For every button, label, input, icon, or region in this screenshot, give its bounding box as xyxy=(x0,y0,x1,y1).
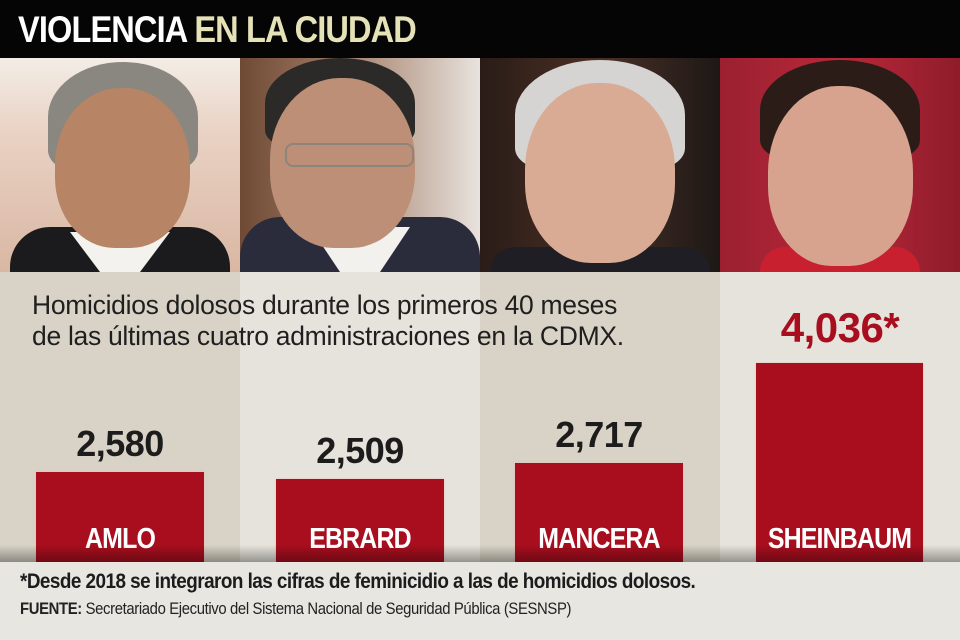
portrait-row xyxy=(0,58,960,272)
bar-mancera: MANCERA xyxy=(515,463,683,562)
bar-ebrard: EBRARD xyxy=(276,479,444,562)
chart-subtitle: Homicidios dolosos durante los primeros … xyxy=(32,290,624,352)
title-part-2: EN LA CIUDAD xyxy=(194,9,416,50)
portrait-amlo xyxy=(0,58,240,272)
glasses-icon xyxy=(285,143,414,167)
portrait-mancera xyxy=(480,58,720,272)
bar-label-ebrard: EBRARD xyxy=(309,523,411,555)
footer: *Desde 2018 se integraron las cifras de … xyxy=(0,562,960,640)
portrait-ebrard xyxy=(240,58,480,272)
portrait-sheinbaum xyxy=(720,58,960,272)
subtitle-line-1: Homicidios dolosos durante los primeros … xyxy=(32,290,618,320)
subtitle-line-2: de las últimas cuatro administraciones e… xyxy=(32,321,624,351)
title-part-1: VIOLENCIA xyxy=(18,9,187,50)
bar-label-sheinbaum: SHEINBAUM xyxy=(767,523,912,555)
footnote: *Desde 2018 se integraron las cifras de … xyxy=(20,570,696,593)
value-ebrard: 2,509 xyxy=(316,430,404,471)
source-line: FUENTE: Secretariado Ejecutivo del Siste… xyxy=(20,600,571,619)
chart-title: VIOLENCIA EN LA CIUDAD xyxy=(18,9,417,51)
bar-sheinbaum: SHEINBAUM xyxy=(756,363,923,562)
value-sheinbaum: 4,036* xyxy=(780,304,900,351)
source-label: FUENTE: xyxy=(20,600,82,618)
bar-label-amlo: AMLO xyxy=(85,523,156,555)
baseline-shadow xyxy=(0,545,960,562)
value-amlo: 2,580 xyxy=(76,423,164,464)
header-banner: VIOLENCIA EN LA CIUDAD xyxy=(0,0,960,58)
bar-amlo: AMLO xyxy=(36,472,204,562)
bar-label-mancera: MANCERA xyxy=(538,523,660,555)
value-mancera: 2,717 xyxy=(555,414,643,455)
source-text: Secretariado Ejecutivo del Sistema Nacio… xyxy=(81,600,572,618)
